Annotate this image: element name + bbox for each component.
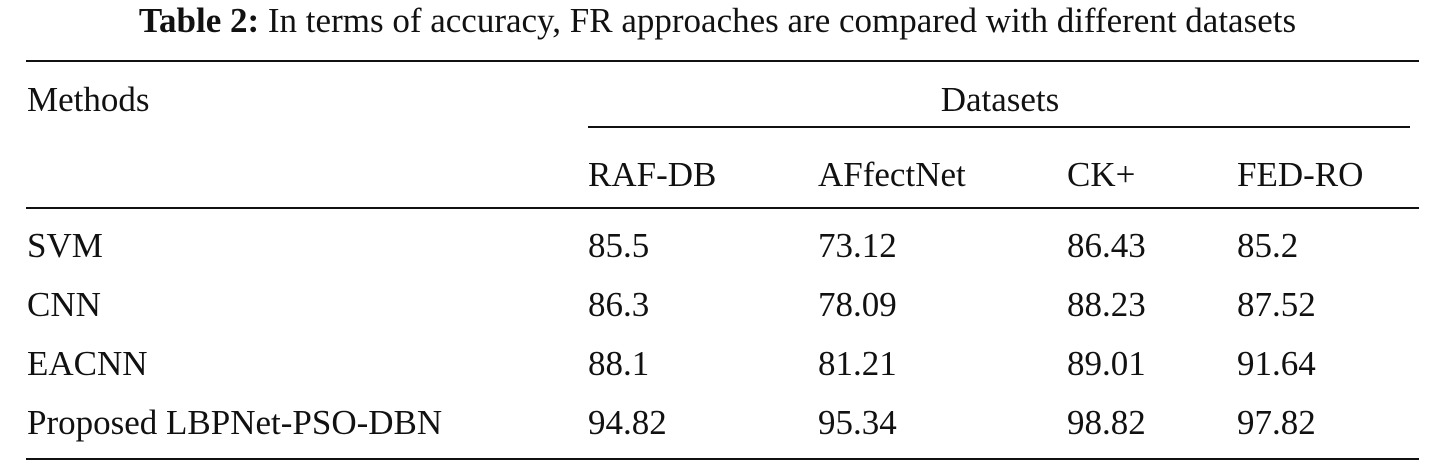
row-value-ck-plus: 89.01 [1067, 344, 1146, 383]
row-value-affectnet: 81.21 [818, 344, 897, 383]
row-method-label: SVM [27, 226, 103, 265]
row-value-affectnet: 73.12 [818, 226, 897, 265]
header-rule [26, 207, 1419, 209]
row-method-label: EACNN [27, 344, 148, 383]
column-header-fed-ro: FED-RO [1237, 155, 1364, 194]
column-header-ck-plus: CK+ [1067, 155, 1136, 194]
row-value-raf-db: 85.5 [588, 226, 650, 265]
column-header-raf-db: RAF-DB [588, 155, 717, 194]
row-value-fed-ro: 85.2 [1237, 226, 1299, 265]
caption-text: In terms of accuracy, FR approaches are … [267, 1, 1297, 40]
row-value-ck-plus: 88.23 [1067, 285, 1146, 324]
row-value-raf-db: 94.82 [588, 403, 667, 442]
methods-header: Methods [27, 80, 150, 119]
row-value-affectnet: 95.34 [818, 403, 897, 442]
top-rule [26, 60, 1419, 62]
row-value-raf-db: 86.3 [588, 285, 650, 324]
table-caption: Table 2: In terms of accuracy, FR approa… [0, 0, 1435, 56]
datasets-header: Datasets [940, 80, 1060, 119]
row-method-label: CNN [27, 285, 101, 324]
column-header-affectnet: AFfectNet [818, 155, 966, 194]
row-value-ck-plus: 86.43 [1067, 226, 1146, 265]
row-value-fed-ro: 87.52 [1237, 285, 1316, 324]
datasets-rule [588, 126, 1410, 128]
caption-label: Table 2: [138, 1, 260, 40]
row-value-fed-ro: 91.64 [1237, 344, 1316, 383]
row-value-raf-db: 88.1 [588, 344, 650, 383]
row-value-affectnet: 78.09 [818, 285, 897, 324]
row-method-label: Proposed LBPNet-PSO-DBN [27, 403, 443, 442]
row-value-ck-plus: 98.82 [1067, 403, 1146, 442]
row-value-fed-ro: 97.82 [1237, 403, 1316, 442]
bottom-rule [26, 458, 1419, 460]
